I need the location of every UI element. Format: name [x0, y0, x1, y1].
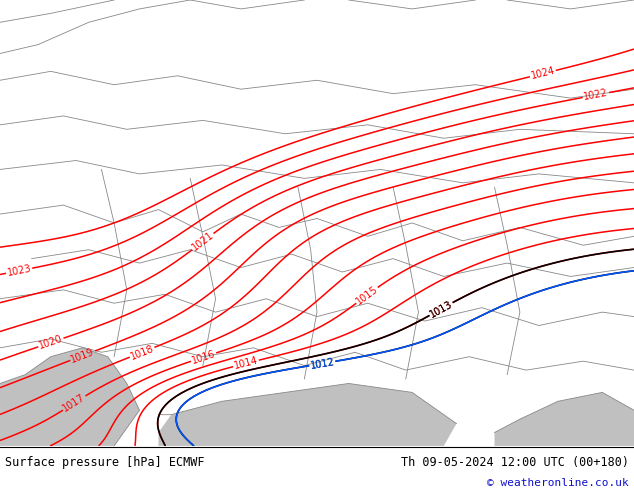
Text: 1012: 1012 — [309, 357, 335, 370]
Text: Surface pressure [hPa] ECMWF: Surface pressure [hPa] ECMWF — [5, 456, 205, 469]
Text: 1012: 1012 — [309, 357, 335, 370]
Text: 1019: 1019 — [70, 346, 96, 365]
Text: 1021: 1021 — [190, 230, 216, 253]
Text: 1014: 1014 — [233, 356, 259, 371]
Text: 1013: 1013 — [428, 299, 454, 319]
Text: 1015: 1015 — [354, 284, 380, 307]
Text: 1022: 1022 — [583, 88, 609, 102]
Polygon shape — [158, 384, 456, 446]
Text: 1016: 1016 — [190, 348, 217, 366]
Text: 1023: 1023 — [6, 264, 32, 278]
Text: 1013: 1013 — [428, 299, 454, 319]
Text: 1024: 1024 — [529, 66, 556, 81]
Polygon shape — [495, 392, 634, 446]
Text: 1018: 1018 — [129, 343, 155, 362]
Text: 1020: 1020 — [37, 334, 64, 351]
Text: Th 09-05-2024 12:00 UTC (00+180): Th 09-05-2024 12:00 UTC (00+180) — [401, 456, 629, 469]
Text: © weatheronline.co.uk: © weatheronline.co.uk — [487, 478, 629, 489]
Text: 1017: 1017 — [61, 392, 87, 414]
Polygon shape — [0, 348, 139, 446]
